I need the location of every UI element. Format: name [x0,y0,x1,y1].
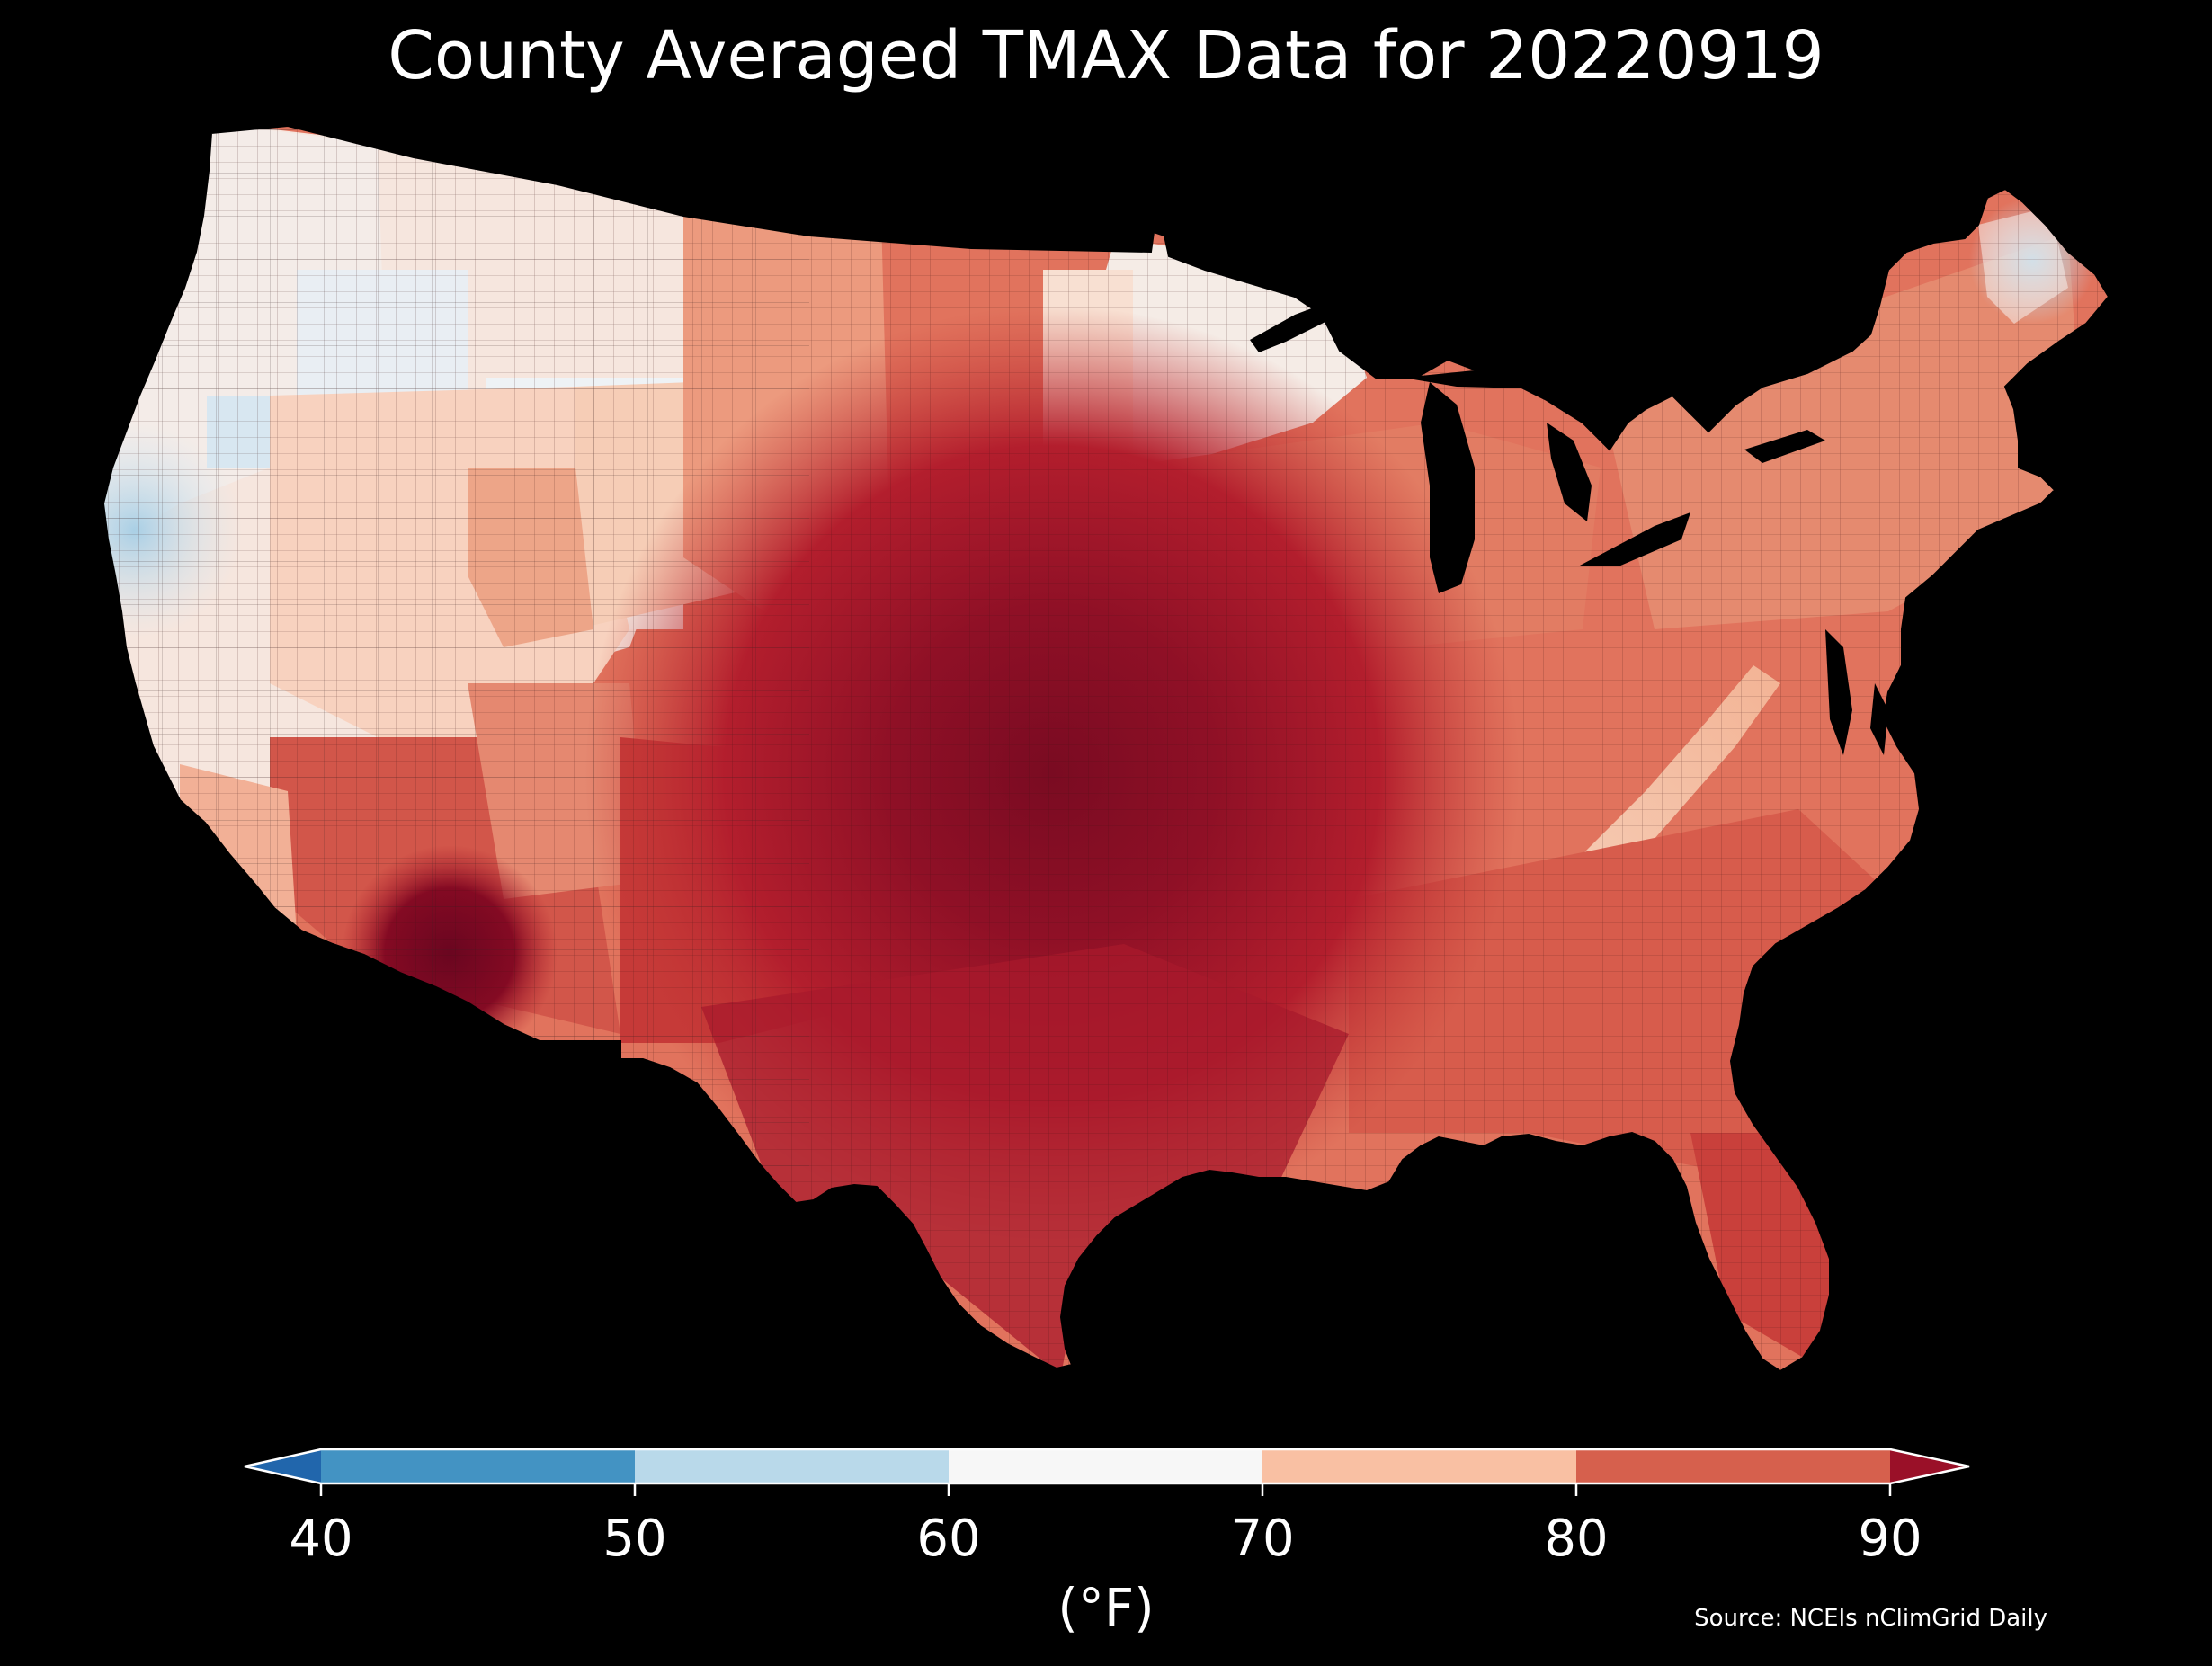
colorbar-bin-60-70 [949,1449,1262,1483]
colorbar-bin-40-50 [321,1449,635,1483]
colorbar-tick-marks [319,1483,1892,1496]
great-lakes [1250,301,1888,755]
colorbar-under-triangle [245,1449,321,1483]
map-title: County Averaged TMAX Data for 20220919 [388,17,1824,94]
colorbar-bin-70-80 [1262,1449,1576,1483]
colorbar-over-triangle [1890,1449,1969,1483]
colorbar-bin-50-60 [635,1449,949,1483]
colorbar-bin-80-90 [1576,1449,1890,1483]
source-credit: Source: NCEIs nClimGrid Daily [1694,1605,2047,1632]
colorbar [244,1448,1970,1496]
